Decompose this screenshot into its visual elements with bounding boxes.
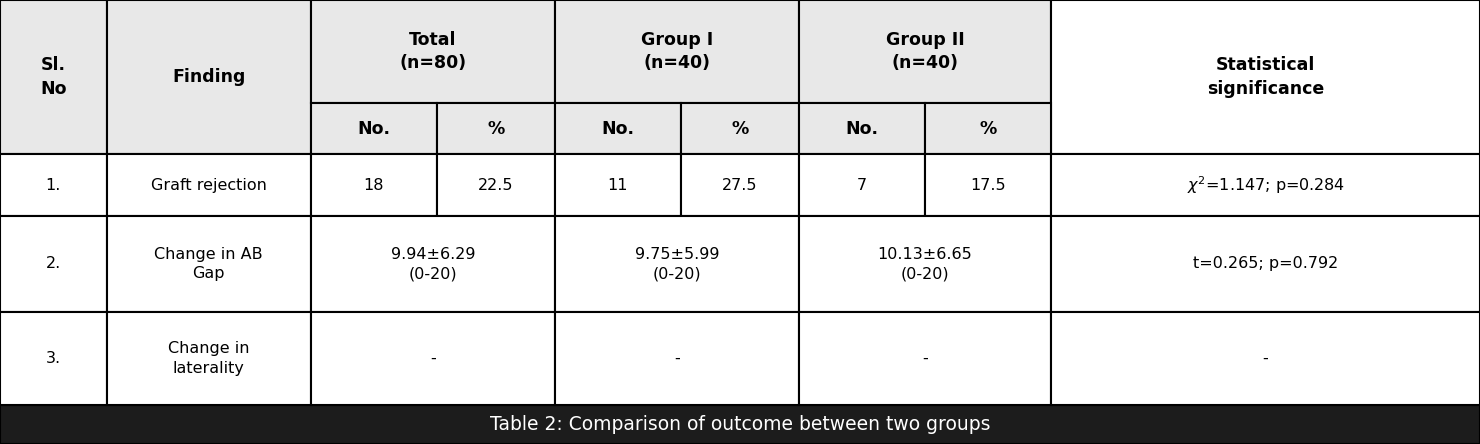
Bar [0, 0, 107, 154]
Bar [555, 0, 799, 103]
Bar [681, 154, 799, 216]
Text: Graft rejection: Graft rejection [151, 178, 266, 193]
Bar [799, 154, 925, 216]
Text: Finding: Finding [172, 68, 246, 86]
Text: -: - [922, 351, 928, 366]
Bar [1051, 312, 1480, 405]
Bar [107, 154, 311, 216]
Bar [107, 312, 311, 405]
Text: 10.13±6.65
(0-20): 10.13±6.65 (0-20) [878, 246, 972, 281]
Text: No.: No. [845, 119, 879, 138]
Text: 7: 7 [857, 178, 867, 193]
Bar [311, 154, 437, 216]
Text: 17.5: 17.5 [969, 178, 1006, 193]
Text: -: - [675, 351, 679, 366]
Text: Change in AB
Gap: Change in AB Gap [154, 246, 263, 281]
Text: -: - [431, 351, 435, 366]
Bar [311, 312, 555, 405]
Text: 9.75±5.99
(0-20): 9.75±5.99 (0-20) [635, 246, 719, 281]
Text: 27.5: 27.5 [722, 178, 758, 193]
Bar [0, 312, 107, 405]
Bar [437, 154, 555, 216]
Text: Statistical
significance: Statistical significance [1206, 56, 1325, 98]
Bar [555, 312, 799, 405]
Bar [107, 0, 311, 154]
Bar [311, 216, 555, 312]
Text: No.: No. [357, 119, 391, 138]
Bar [799, 312, 1051, 405]
Bar [799, 216, 1051, 312]
Bar [0, 405, 1480, 444]
Text: 11: 11 [608, 178, 628, 193]
Bar [1051, 216, 1480, 312]
Bar [555, 154, 681, 216]
Bar [799, 103, 925, 154]
Text: Sl.
No: Sl. No [40, 56, 67, 98]
Bar [1051, 154, 1480, 216]
Bar [799, 0, 1051, 103]
Bar [107, 216, 311, 312]
Text: $\chi^2$=1.147; p=0.284: $\chi^2$=1.147; p=0.284 [1187, 174, 1344, 196]
Text: Group I
(n=40): Group I (n=40) [641, 31, 713, 72]
Text: 1.: 1. [46, 178, 61, 193]
Bar [437, 103, 555, 154]
Text: No.: No. [601, 119, 635, 138]
Bar [555, 103, 681, 154]
Text: 22.5: 22.5 [478, 178, 514, 193]
Text: Table 2: Comparison of outcome between two groups: Table 2: Comparison of outcome between t… [490, 415, 990, 434]
Text: %: % [980, 119, 996, 138]
Text: Total
(n=80): Total (n=80) [400, 31, 466, 72]
Text: 3.: 3. [46, 351, 61, 366]
Text: %: % [731, 119, 749, 138]
Text: t=0.265; p=0.792: t=0.265; p=0.792 [1193, 257, 1338, 271]
Bar [925, 154, 1051, 216]
Text: %: % [487, 119, 505, 138]
Text: 18: 18 [364, 178, 383, 193]
Bar [925, 103, 1051, 154]
Text: Change in
laterality: Change in laterality [167, 341, 250, 376]
Bar [681, 103, 799, 154]
Bar [311, 0, 555, 103]
Text: 9.94±6.29
(0-20): 9.94±6.29 (0-20) [391, 246, 475, 281]
Text: Group II
(n=40): Group II (n=40) [885, 31, 965, 72]
Text: 2.: 2. [46, 257, 61, 271]
Bar [1051, 0, 1480, 154]
Bar [555, 216, 799, 312]
Bar [0, 216, 107, 312]
Text: -: - [1262, 351, 1268, 366]
Bar [311, 103, 437, 154]
Bar [0, 154, 107, 216]
